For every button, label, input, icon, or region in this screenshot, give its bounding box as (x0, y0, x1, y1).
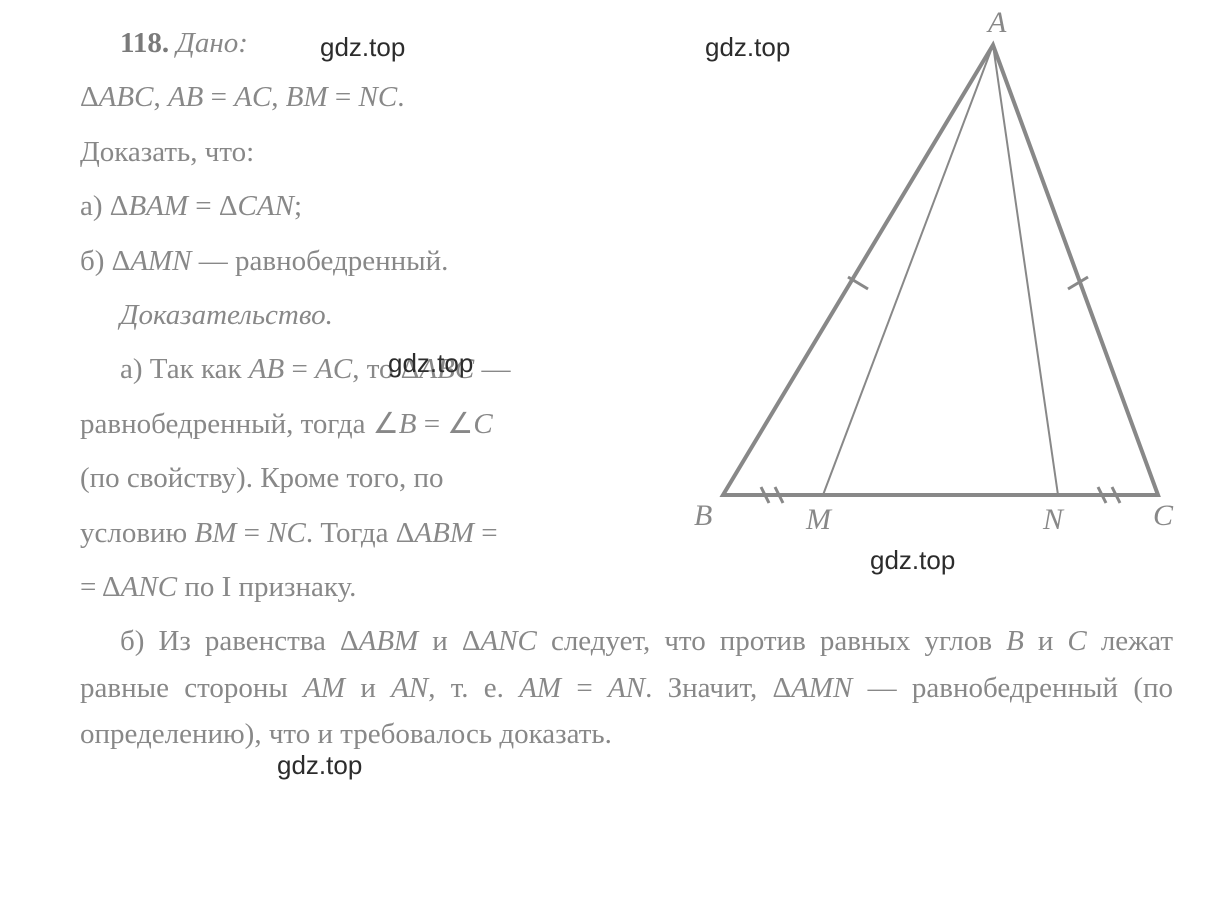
prove-b: б) ΔAMN — равнобедренный. (80, 238, 720, 284)
watermark-2: gdz.top (705, 27, 790, 69)
watermark-5: gdz.top (277, 745, 362, 787)
proof-a-3: (по свойству). Кроме того, по (80, 455, 720, 501)
given-content: ΔABC, AB = AC, BM = NC. (80, 74, 720, 120)
label-c: C (1153, 499, 1174, 532)
proof-a-5: = ΔANC по I признаку. (80, 564, 1173, 610)
watermark-3: gdz.top (388, 343, 473, 385)
proof-b: б) Из равенства ΔABM и ΔANC следует, что… (80, 618, 1173, 757)
given-label: Дано: (176, 27, 248, 59)
label-b: B (694, 499, 712, 532)
line-an (993, 45, 1058, 495)
triangle-abc (723, 45, 1158, 495)
proof-a-2: равнобедренный, тогда ∠B = ∠C (80, 401, 720, 447)
label-a: A (986, 6, 1007, 39)
triangle-figure: A B C M N (693, 5, 1183, 545)
problem-number: 118. (120, 27, 169, 59)
prove-label: Доказать, что: (80, 129, 720, 175)
label-m: M (805, 503, 833, 536)
label-n: N (1042, 503, 1065, 536)
line-am (823, 45, 993, 495)
watermark-1: gdz.top (320, 27, 405, 69)
prove-a: а) ΔBAM = ΔCAN; (80, 183, 720, 229)
watermark-4: gdz.top (870, 540, 955, 582)
proof-label: Доказательство. (80, 292, 720, 338)
